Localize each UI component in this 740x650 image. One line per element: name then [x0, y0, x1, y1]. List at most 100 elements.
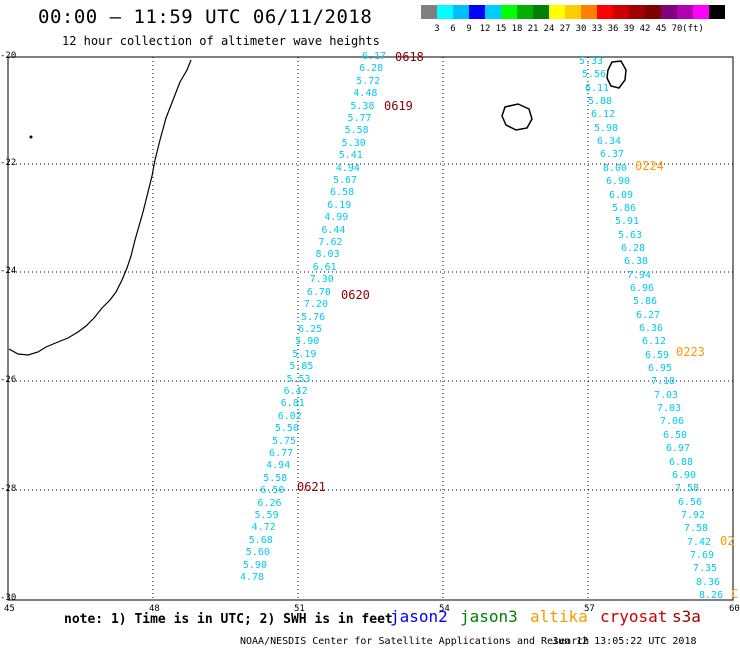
swh-value: 5.60: [245, 547, 270, 559]
legend-label: (ft): [682, 24, 704, 34]
mauritius-island: [606, 60, 627, 89]
legend-swatch: [485, 5, 501, 19]
swh-value: 6.28: [359, 63, 384, 75]
swh-value: 6.38: [624, 256, 649, 268]
note-text: note: 1) Time is in UTC; 2) SWH is in fe…: [64, 612, 393, 627]
lon-label: 60: [729, 604, 740, 614]
swh-value: 6.90: [606, 176, 631, 188]
swh-value: 7.20: [303, 299, 328, 311]
swh-value: 8.26: [699, 590, 724, 601]
swh-value: 6.26: [257, 497, 282, 509]
lon-label: 54: [439, 604, 450, 614]
legend-label: 70: [671, 24, 683, 34]
swh-value: 6.44: [321, 224, 346, 236]
swh-value: 5.59: [254, 509, 279, 521]
legend-swatch: [661, 5, 677, 19]
legend-label: 18: [511, 24, 523, 34]
swh-value: 5.30: [341, 137, 366, 149]
swh-value: 6.96: [630, 282, 655, 294]
lat-label: -28: [0, 484, 17, 494]
legend-swatch: [421, 5, 437, 19]
swh-value: 5.77: [347, 113, 372, 125]
lon-label: 57: [584, 604, 595, 614]
chart-subtitle: 12 hour collection of altimeter wave hei…: [62, 34, 380, 48]
swh-value: 7.62: [318, 237, 343, 249]
swh-value: 6.42: [283, 385, 308, 397]
reunion-island: [501, 103, 533, 131]
legend-label: 45: [655, 24, 667, 34]
legend-swatch: [709, 5, 725, 19]
swh-value: 4.72: [251, 522, 276, 534]
swh-value: 6.90: [672, 469, 697, 481]
legend-swatch: [645, 5, 661, 19]
swh-value: 6.50: [663, 429, 688, 441]
time-label: 0619: [384, 99, 413, 113]
swh-value: 7.92: [681, 509, 706, 521]
legend-label: 6: [450, 24, 456, 34]
swh-value: 6.27: [636, 309, 661, 321]
swh-value: 5.90: [242, 559, 267, 571]
legend-swatch: [613, 5, 629, 19]
swh-value: 6.56: [678, 496, 703, 508]
time-label: C: [731, 587, 739, 601]
swh-value: 5.75: [271, 435, 297, 447]
legend-swatch: [597, 5, 613, 19]
madagascar-coastline: [8, 59, 192, 356]
swh-value: 6.02: [277, 410, 302, 422]
legend-swatch: [581, 5, 597, 19]
legend-label: 33: [591, 24, 603, 34]
grid-lines: [8, 57, 733, 600]
swh-value: 7.03: [657, 403, 682, 415]
swh-value: 6.25: [298, 323, 323, 335]
swh-value: 7.03: [654, 389, 679, 401]
swh-value: 5.63: [618, 229, 643, 241]
legend-swatch: [517, 5, 533, 19]
swh-value: 4.48: [353, 88, 378, 100]
legend-cryosat: cryosat: [600, 607, 668, 626]
swh-value: 5.72: [356, 75, 381, 87]
swh-value: 6.77: [269, 447, 294, 459]
credit-text: NOAA/NESDIS Center for Satellite Applica…: [240, 636, 590, 647]
swh-value: 5.67: [332, 175, 358, 187]
swh-value: 5.33: [579, 56, 604, 67]
swh-value: 5.41: [338, 150, 363, 162]
swh-value: 6.88: [669, 456, 694, 468]
legend-label: 21: [527, 24, 539, 34]
timestamp-text: Jun 12 13:05:22 UTC 2018: [552, 636, 697, 647]
swh-value: 6.59: [645, 349, 670, 361]
swh-value: 6.11: [585, 82, 610, 94]
swh-value: 5.88: [588, 96, 613, 108]
lat-label: -30: [0, 593, 17, 603]
swh-value: 6.17: [362, 51, 387, 62]
lat-label: -20: [0, 51, 17, 61]
swh-value: 5.58: [344, 125, 369, 137]
swh-value: 6.95: [648, 363, 673, 375]
legend-swatch: [469, 5, 485, 19]
swh-value: 6.61: [312, 261, 337, 273]
legend-label: 36: [607, 24, 619, 34]
legend-label: 12: [479, 24, 491, 34]
lat-label: -26: [0, 375, 17, 385]
legend-label: 27: [559, 24, 571, 34]
swh-value: 6.12: [591, 109, 616, 121]
swh-value: 5.91: [615, 216, 640, 228]
swh-value: 8.36: [696, 576, 721, 588]
lat-label: -24: [0, 266, 17, 276]
time-label: 0224: [635, 159, 664, 173]
swh-value: 6.70: [306, 286, 331, 298]
time-label: 0621: [297, 480, 326, 494]
legend-altika: altika: [530, 607, 588, 626]
time-label: 0620: [341, 288, 370, 302]
swh-value: 5.58: [263, 472, 288, 484]
legend-swatch: [677, 5, 693, 19]
legend-swatch: [501, 5, 517, 19]
swh-value: 5.76: [301, 311, 326, 323]
swh-value: 6.19: [327, 199, 352, 211]
legend-swatch: [629, 5, 645, 19]
legend-swatch: [693, 5, 709, 19]
swh-value: 7.35: [693, 563, 718, 575]
swh-value: 5.86: [633, 296, 658, 308]
lon-label: 45: [4, 604, 15, 614]
swh-value: 7.30: [309, 274, 334, 286]
swh-value: 4.99: [324, 212, 349, 224]
